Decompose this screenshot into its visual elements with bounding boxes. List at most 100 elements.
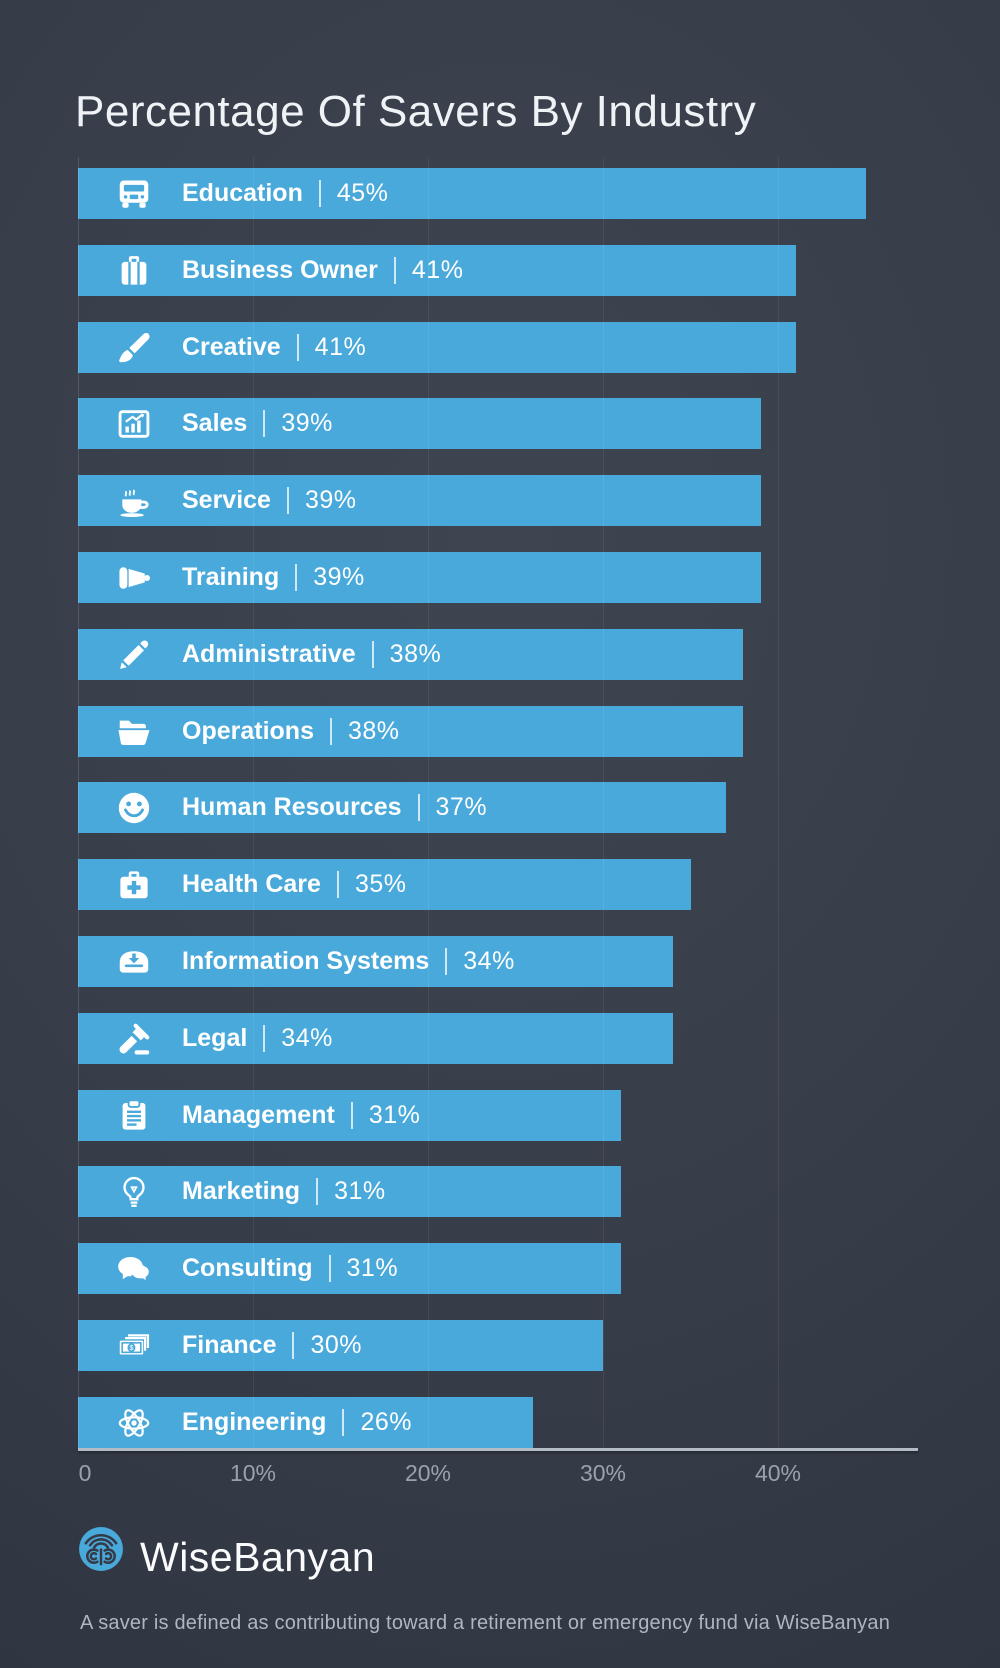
footnote-text: A saver is defined as contributing towar… — [80, 1612, 891, 1634]
industry-value: 34% — [463, 947, 515, 975]
industry-bar — [78, 168, 866, 219]
industry-label: Business Owner — [182, 256, 378, 284]
x-axis-tick: 40% — [754, 1460, 802, 1486]
bar-content: Operations 38% — [114, 706, 400, 757]
label-value-separator — [263, 1025, 266, 1052]
clipboard-icon — [114, 1096, 154, 1136]
bar-row: Training 39% — [78, 552, 1000, 603]
industry-value: 39% — [304, 486, 357, 514]
gavel-icon — [114, 1019, 154, 1059]
label-value-separator — [295, 564, 298, 591]
industry-bar — [78, 936, 673, 987]
industry-bar — [78, 1397, 533, 1448]
bar-content: Consulting 31% — [114, 1243, 398, 1294]
industry-label: Health Care — [182, 870, 321, 898]
x-axis-tick: 30% — [579, 1460, 627, 1486]
label-value-separator — [417, 794, 420, 821]
industry-value: 31% — [334, 1177, 386, 1205]
industry-value: 41% — [314, 333, 367, 361]
industry-bar — [78, 1243, 621, 1294]
label-value-separator — [296, 334, 299, 361]
label-value-separator — [292, 1332, 295, 1359]
industry-bar — [78, 859, 691, 910]
industry-label: Finance — [182, 1331, 277, 1359]
bar-row: Marketing 31% — [78, 1166, 1000, 1217]
bar-content: Creative 41% — [114, 322, 366, 373]
speech-bubbles-icon — [114, 1249, 154, 1289]
industry-bar — [78, 1090, 621, 1141]
bar-content: Legal 34% — [114, 1013, 333, 1064]
industry-value: 31% — [346, 1254, 399, 1282]
label-value-separator — [328, 1255, 331, 1282]
open-folder-icon — [114, 712, 154, 752]
industry-bar — [78, 1166, 621, 1217]
bar-row: Legal 34% — [78, 1013, 1000, 1064]
bar-content: Business Owner 41% — [114, 245, 463, 296]
industry-bar — [78, 398, 761, 449]
industry-label: Education — [182, 179, 303, 207]
bar-row: Information Systems 34% — [78, 936, 1000, 987]
industry-bar — [78, 322, 796, 373]
bar-content: Human Resources 37% — [114, 782, 487, 833]
smiley-icon — [114, 788, 154, 828]
industry-label: Creative — [182, 333, 281, 361]
first-aid-kit-icon — [114, 865, 154, 905]
svg-text:$: $ — [129, 1343, 133, 1352]
page-title: Percentage Of Savers By Industry — [75, 87, 757, 137]
megaphone-icon — [114, 558, 154, 598]
label-value-separator — [318, 180, 321, 207]
pen-icon — [114, 635, 154, 675]
industry-value: 37% — [435, 793, 488, 821]
industry-label: Engineering — [182, 1408, 327, 1436]
coffee-cup-icon — [114, 481, 154, 521]
industry-label: Information Systems — [182, 947, 430, 975]
industry-label: Consulting — [182, 1254, 313, 1282]
label-value-separator — [342, 1409, 345, 1436]
atom-icon — [114, 1403, 154, 1443]
school-bus-icon — [114, 174, 154, 214]
x-axis-tick: 0 — [78, 1460, 92, 1486]
industry-label: Human Resources — [182, 793, 402, 821]
bar-row: Engineering 26% — [78, 1397, 1000, 1448]
framed-chart-icon — [114, 404, 154, 444]
bar-row: Creative 41% — [78, 322, 1000, 373]
x-axis-line — [78, 1448, 918, 1451]
x-axis-tick: 10% — [229, 1460, 277, 1486]
industry-label: Management — [182, 1101, 335, 1129]
industry-bar — [78, 1320, 603, 1371]
industry-value: 39% — [313, 563, 365, 591]
bar-content: Engineering 26% — [114, 1397, 412, 1448]
industry-label: Sales — [182, 409, 248, 437]
industry-value: 34% — [281, 1024, 333, 1052]
x-axis-tick: 20% — [404, 1460, 452, 1486]
bar-content: Management 31% — [114, 1090, 420, 1141]
label-value-separator — [336, 871, 339, 898]
industry-value: 26% — [360, 1408, 413, 1436]
bar-row: Health Care 35% — [78, 859, 1000, 910]
wisebanyan-logo-icon — [79, 1527, 123, 1571]
industry-label: Marketing — [182, 1177, 301, 1205]
bar-row: Consulting 31% — [78, 1243, 1000, 1294]
bar-content: Administrative 38% — [114, 629, 441, 680]
industry-value: 30% — [310, 1331, 363, 1359]
industry-bar — [78, 782, 726, 833]
bar-content: Sales 39% — [114, 398, 333, 449]
industry-value: 45% — [336, 179, 389, 207]
bar-row: $ Finance 30% — [78, 1320, 1000, 1371]
industry-bar — [78, 706, 743, 757]
label-value-separator — [445, 948, 448, 975]
lightbulb-icon — [114, 1172, 154, 1212]
bar-row: Service 39% — [78, 475, 1000, 526]
briefcase-icon — [114, 251, 154, 291]
industry-value: 39% — [281, 409, 333, 437]
industry-value: 41% — [411, 256, 464, 284]
label-value-separator — [329, 718, 332, 745]
industry-label: Service — [182, 486, 271, 514]
label-value-separator — [393, 257, 396, 284]
bar-content: Education 45% — [114, 168, 388, 219]
bar-row: Administrative 38% — [78, 629, 1000, 680]
industry-value: 35% — [354, 870, 407, 898]
bar-content: Training 39% — [114, 552, 365, 603]
bar-content: Information Systems 34% — [114, 936, 515, 987]
brand-name: WiseBanyan — [140, 1534, 376, 1580]
